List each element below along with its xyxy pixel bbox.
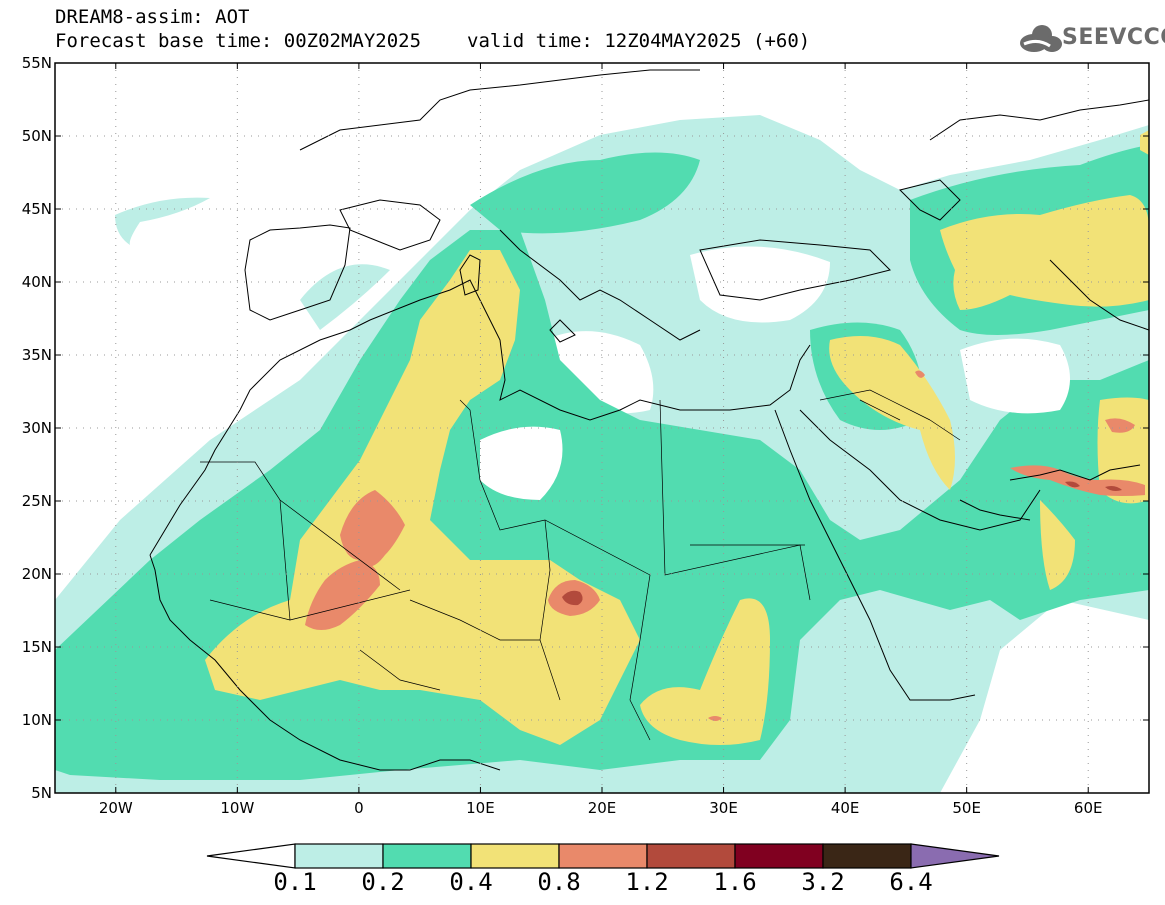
lat-tick-label: 50N [22, 127, 52, 145]
lon-tick-label: 50E [952, 799, 981, 817]
colorbar-over-triangle [910, 843, 1000, 869]
lat-axis: 55N 50N 45N 40N 35N 30N 25N 20N 15N 10N 5N [22, 54, 1149, 802]
lat-tick-label: 25N [22, 492, 52, 510]
colorbar-label: 0.1 [273, 868, 316, 896]
colorbar-segment [822, 843, 912, 869]
colorbar-segment [646, 843, 736, 869]
lon-tick-label: 20E [588, 799, 617, 817]
lon-tick-label: 30E [709, 799, 738, 817]
colorbar-segment [470, 843, 560, 869]
lon-tick-label: 40E [831, 799, 860, 817]
colorbar-label: 0.2 [361, 868, 404, 896]
colorbar-label: 3.2 [801, 868, 844, 896]
colorbar-label: 1.6 [713, 868, 756, 896]
valid-time: valid time: 12Z04MAY2025 (+60) [467, 30, 811, 52]
colorbar-segment [734, 843, 824, 869]
colorbar-segment [558, 843, 648, 869]
graticule [55, 63, 1149, 793]
lon-tick-label: 60E [1074, 799, 1103, 817]
lon-tick-label: 10W [220, 799, 254, 817]
colorbar-segment [382, 843, 472, 869]
lat-tick-label: 30N [22, 419, 52, 437]
lon-tick-label: 10E [466, 799, 495, 817]
cloud-icon [1020, 25, 1062, 52]
colorbar-label: 1.2 [625, 868, 668, 896]
coastlines [149, 69, 1149, 771]
lat-tick-label: 20N [22, 565, 52, 583]
base-time: Forecast base time: 00Z02MAY2025 [55, 30, 422, 52]
lat-tick-label: 35N [22, 346, 52, 364]
lat-tick-label: 5N [31, 784, 52, 802]
logo-text: SEEVCCC [1062, 25, 1165, 50]
borders [200, 389, 961, 741]
colorbar-label: 0.4 [449, 868, 492, 896]
colorbar-label: 0.8 [537, 868, 580, 896]
colorbar-under-triangle [206, 843, 296, 869]
map-title: DREAM8-assim: AOT [55, 6, 250, 28]
lat-tick-label: 45N [22, 200, 52, 218]
time-info: Forecast base time: 00Z02MAY2025 valid ti… [55, 30, 810, 52]
lon-axis: 20W 10W 0 10E 20E 30E 40E 50E 60E [99, 63, 1103, 817]
lat-tick-label: 10N [22, 711, 52, 729]
lon-tick-label: 20W [99, 799, 133, 817]
lat-tick-label: 15N [22, 638, 52, 656]
lat-tick-label: 40N [22, 273, 52, 291]
aot-field [55, 63, 1149, 793]
lat-tick-label: 55N [22, 54, 52, 72]
colorbar-label: 6.4 [889, 868, 932, 896]
lon-tick-label: 0 [354, 799, 364, 817]
colorbar-segment [294, 843, 384, 869]
colorbar: 0.1 0.2 0.4 0.8 1.2 1.6 3.2 6.4 [206, 843, 1000, 896]
